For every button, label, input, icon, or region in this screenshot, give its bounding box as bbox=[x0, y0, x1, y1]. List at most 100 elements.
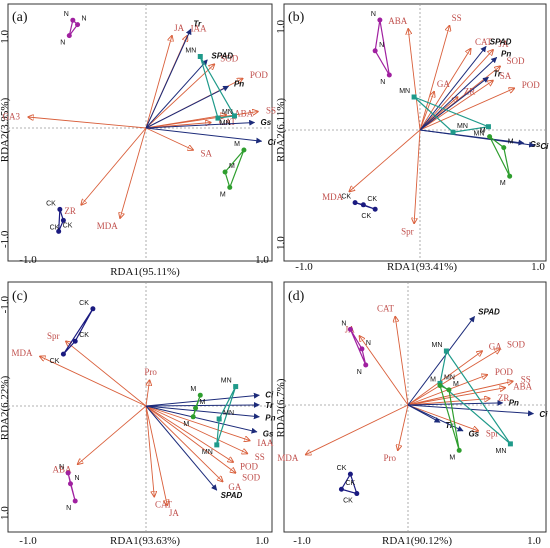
y-axis-label: RDA2(6.22%) bbox=[0, 375, 11, 440]
y-axis-label: RDA2(6.11%) bbox=[275, 98, 287, 162]
sample-point-ck bbox=[90, 306, 96, 312]
sample-label-n: N bbox=[60, 40, 65, 47]
env-vector-spr bbox=[414, 129, 421, 224]
sample-label-ck: CK bbox=[50, 358, 60, 365]
env-vector-mda bbox=[120, 127, 147, 218]
env-vector-aba bbox=[407, 388, 505, 406]
species-label-ci: Ci bbox=[268, 138, 277, 147]
sample-point-m bbox=[507, 173, 513, 179]
env-label-cat: CAT bbox=[219, 117, 237, 127]
sample-point-mn bbox=[411, 94, 417, 100]
env-label-pod: POD bbox=[522, 80, 541, 90]
plot-area: ABASSCATJASODGAZRSAPODMDASprSPADPnTrGsCi… bbox=[284, 4, 549, 261]
sample-point-ck bbox=[56, 228, 62, 234]
env-label-zr: ZR bbox=[64, 206, 76, 216]
group-hull-m bbox=[439, 384, 460, 451]
group-hull-ck bbox=[62, 308, 94, 355]
env-vector-iaa bbox=[145, 405, 250, 441]
x-axis-label: RDA1(93.41%) bbox=[387, 261, 457, 273]
env-vector-spr bbox=[407, 404, 478, 431]
sample-point-ck bbox=[60, 217, 66, 223]
sample-label-mn: MN bbox=[185, 48, 196, 55]
species-label-tr: Tr bbox=[445, 421, 454, 430]
env-label-ss: SS bbox=[255, 452, 265, 462]
y-tick-min: 1.0 bbox=[275, 236, 287, 250]
group-hull-m bbox=[224, 149, 245, 190]
sample-label-n: N bbox=[380, 79, 385, 86]
group-hull-n bbox=[349, 329, 367, 366]
species-label-gs: Gs bbox=[261, 118, 272, 127]
sample-point-m bbox=[193, 405, 199, 411]
species-label-tr: Tr bbox=[265, 401, 274, 410]
species-label-tr: Tr bbox=[493, 70, 502, 79]
sample-point-n bbox=[363, 362, 369, 368]
y-tick-max: 1.0 bbox=[275, 20, 287, 34]
sample-label-m: M bbox=[183, 421, 189, 428]
species-label-pn: Pn bbox=[265, 413, 275, 422]
sample-point-ck bbox=[372, 206, 378, 212]
env-label-mda: MDA bbox=[12, 348, 34, 358]
env-label-aba: ABA bbox=[388, 16, 408, 26]
env-label-pod: POD bbox=[250, 70, 269, 80]
sample-label-m: M bbox=[200, 399, 206, 406]
y-axis-label: RDA2(3.95%) bbox=[0, 97, 11, 162]
species-vector-pn bbox=[419, 56, 498, 131]
sample-point-n bbox=[75, 22, 81, 28]
env-label-aba: ABA bbox=[52, 465, 72, 475]
sample-point-ck bbox=[60, 351, 66, 357]
y-tick-min: -1.0 bbox=[0, 230, 11, 248]
species-label-spad: SPAD bbox=[490, 38, 512, 47]
sample-point-n bbox=[72, 498, 78, 504]
env-label-spr: Spr bbox=[486, 429, 499, 439]
sample-label-mn: MN bbox=[223, 410, 234, 417]
group-hull-n bbox=[374, 19, 390, 76]
x-tick-max: 1.0 bbox=[531, 261, 545, 273]
env-vector-ss bbox=[145, 405, 247, 454]
group-hull-ck bbox=[58, 209, 65, 232]
species-vector-pn bbox=[145, 405, 260, 420]
sample-label-m: M bbox=[500, 180, 506, 187]
sample-label-n: N bbox=[74, 475, 79, 482]
env-vector-mda bbox=[40, 356, 147, 407]
env-label-iaa: IAA bbox=[257, 438, 273, 448]
env-vector-pro bbox=[398, 404, 409, 450]
species-vector-pn bbox=[145, 85, 230, 129]
species-label-gs: Gs bbox=[468, 429, 479, 438]
species-label-pn: Pn bbox=[501, 49, 511, 58]
env-label-ja: JA bbox=[169, 508, 180, 518]
sample-label-n: N bbox=[357, 369, 362, 376]
species-vector-spad bbox=[145, 59, 208, 129]
species-vector-ci bbox=[145, 392, 260, 407]
sample-point-mn bbox=[450, 129, 456, 135]
group-hull-mn bbox=[439, 349, 511, 445]
env-label-ga: GA bbox=[228, 482, 241, 492]
sample-point-ck bbox=[347, 471, 353, 477]
species-vector-ci bbox=[419, 129, 536, 148]
env-label-pod: POD bbox=[240, 461, 259, 471]
sample-label-m: M bbox=[229, 163, 235, 170]
env-label-spr: Spr bbox=[401, 226, 414, 236]
sample-label-n: N bbox=[341, 320, 346, 327]
panel-frame bbox=[283, 3, 547, 262]
sample-label-mn: MN bbox=[432, 342, 443, 349]
sample-label-mn: MN bbox=[399, 88, 410, 95]
env-vector-zr bbox=[407, 399, 490, 406]
sample-point-ck bbox=[72, 338, 78, 344]
panel-label: (b) bbox=[288, 10, 305, 25]
env-vector-pro bbox=[145, 380, 150, 407]
panel-label: (d) bbox=[288, 289, 305, 304]
panel-a: (a) -1.0 1.0 RDA1(95.11%) 1.0 -1.0 RDA2(… bbox=[0, 3, 277, 278]
sample-label-n: N bbox=[64, 11, 69, 18]
sample-point-n bbox=[70, 17, 76, 23]
panel-c: (c) -1.0 1.0 RDA1(93.63%) -1.0 1.0 RDA2(… bbox=[0, 281, 276, 547]
species-vector-spad bbox=[407, 315, 475, 406]
group-hull-mn bbox=[199, 56, 236, 119]
species-label-spad: SPAD bbox=[221, 491, 243, 500]
species-label-gs: Gs bbox=[263, 429, 274, 438]
env-label-cat: CAT bbox=[475, 37, 493, 47]
plot-area: SprMDAProABACATJAGASODPODSSIAACiTrPnGsSP… bbox=[8, 282, 276, 532]
env-vector-sa bbox=[145, 127, 193, 150]
env-vector-ss bbox=[419, 26, 450, 131]
env-vector-cat bbox=[145, 405, 154, 497]
env-label-mda: MDA bbox=[322, 192, 344, 202]
